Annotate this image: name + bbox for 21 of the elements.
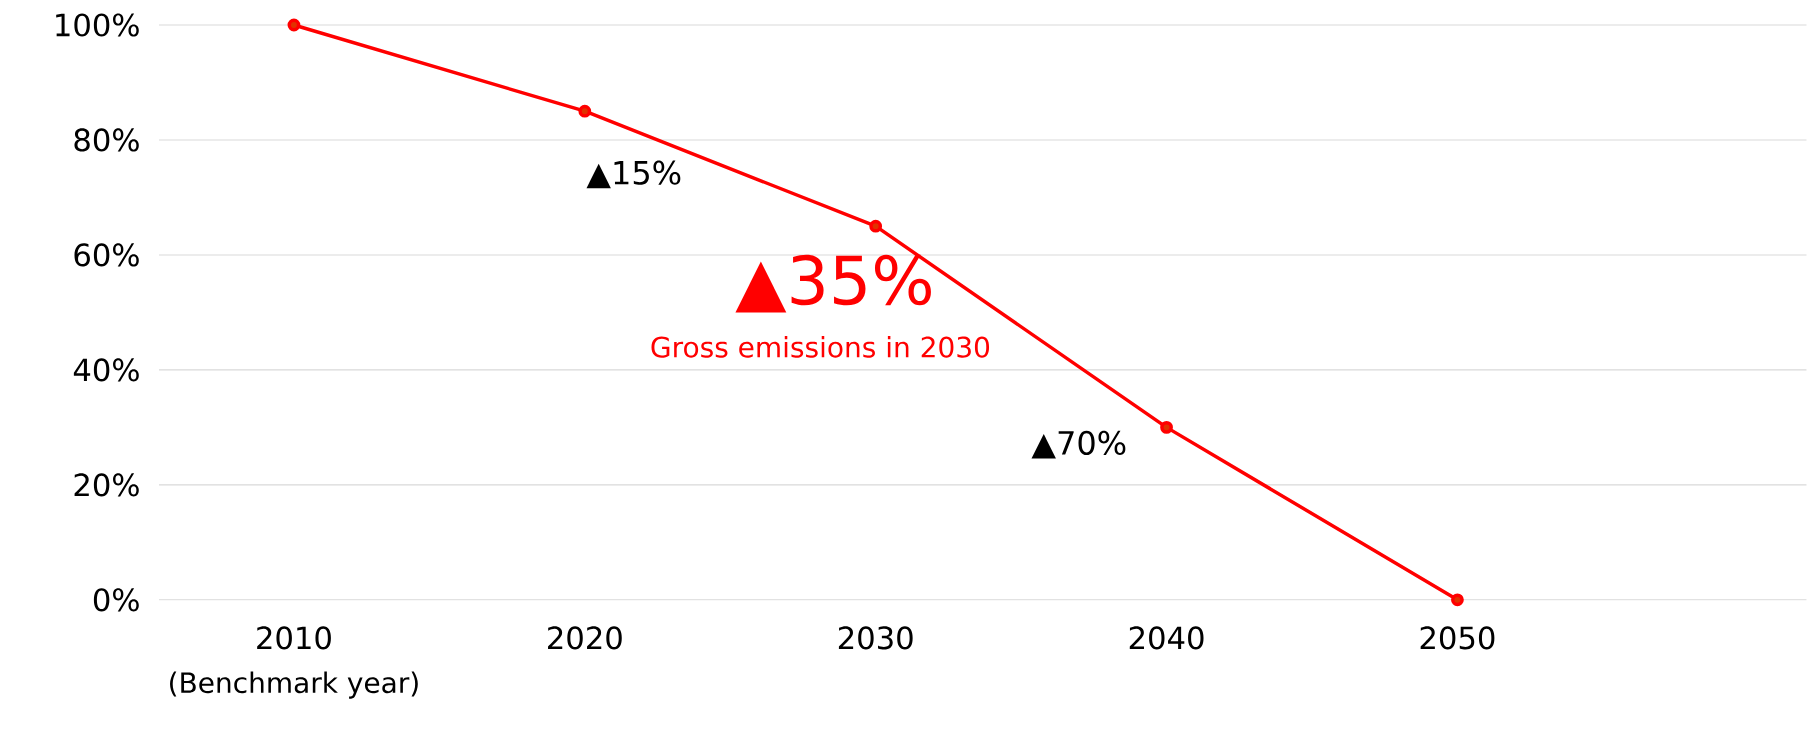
y-tick-label: 60% [74, 243, 139, 267]
point [1451, 593, 1464, 607]
annotation: ▲35% [735, 254, 931, 313]
text: (Benchmark year) [170, 671, 418, 699]
y-tick-label: 20% [74, 473, 139, 497]
point [287, 18, 301, 32]
annotation: ▲15% [586, 160, 681, 189]
x-tick-label: 2040 [1129, 626, 1204, 650]
y-tick-label: 100% [56, 13, 139, 37]
x-tick-label: 2010 [257, 626, 331, 650]
point [578, 104, 592, 118]
point [1160, 421, 1173, 434]
y-tick-label: 40% [73, 358, 139, 382]
y-tick-label: 0% [93, 588, 139, 612]
y-tick-label: 80% [74, 128, 139, 152]
point [869, 219, 883, 233]
x-tick-label: 2030 [838, 626, 913, 650]
x-tick-label: 2050 [1420, 626, 1495, 650]
annotation: ▲70% [1031, 430, 1126, 459]
x-tick-label: 2020 [548, 626, 622, 650]
annotation: Gross emissions in 2030 [651, 336, 990, 358]
